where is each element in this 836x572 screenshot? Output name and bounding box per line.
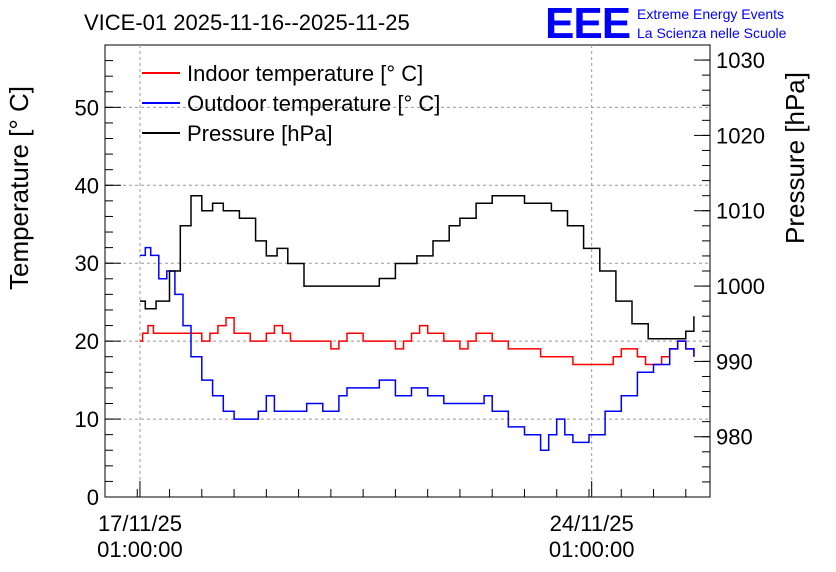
y-tick-label: 0: [87, 485, 99, 510]
logo-line1: Extreme Energy Events: [637, 6, 784, 22]
series-lines: [140, 194, 695, 451]
y-tick-label: 50: [75, 95, 99, 120]
series-line-2: [140, 194, 695, 340]
y2-tick-label: 1000: [716, 274, 765, 299]
y-tick-label: 20: [75, 329, 99, 354]
x-tick-label-date: 17/11/25: [98, 511, 182, 536]
y2-axis-label: Pressure [hPa]: [780, 72, 810, 244]
legend-label-2: Pressure [hPa]: [187, 121, 333, 146]
y-tick-label: 40: [75, 173, 99, 198]
legend-label-1: Outdoor temperature [° C]: [187, 91, 440, 116]
chart-title: VICE-01 2025-11-16--2025-11-25: [84, 10, 410, 35]
y2-tick-label: 1010: [716, 199, 765, 224]
y2-tick-label: 990: [716, 349, 753, 374]
y2-tick-label: 1030: [716, 48, 765, 73]
logo-line2: La Scienza nelle Scuole: [637, 25, 787, 41]
y-tick-label: 10: [75, 407, 99, 432]
legend-label-0: Indoor temperature [° C]: [187, 61, 423, 86]
series-line-0: [140, 317, 695, 366]
legend: Indoor temperature [° C] Outdoor temperat…: [142, 61, 440, 146]
x-tick-label-time: 01:00:00: [549, 537, 635, 562]
series-line-1: [140, 246, 695, 451]
x-tick-label-time: 01:00:00: [97, 537, 183, 562]
y2-tick-label: 980: [716, 425, 753, 450]
x-tick-label-date: 24/11/25: [550, 511, 634, 536]
y-tick-label: 30: [75, 251, 99, 276]
axes: 01020304050980990100010101020103017/11/2…: [75, 44, 765, 562]
eee-logo: EEE Extreme Energy Events La Scienza nel…: [545, 0, 787, 48]
y-axis-label: Temperature [° C]: [4, 86, 34, 290]
y2-tick-label: 1020: [716, 123, 765, 148]
logo-mark: EEE: [545, 0, 630, 48]
